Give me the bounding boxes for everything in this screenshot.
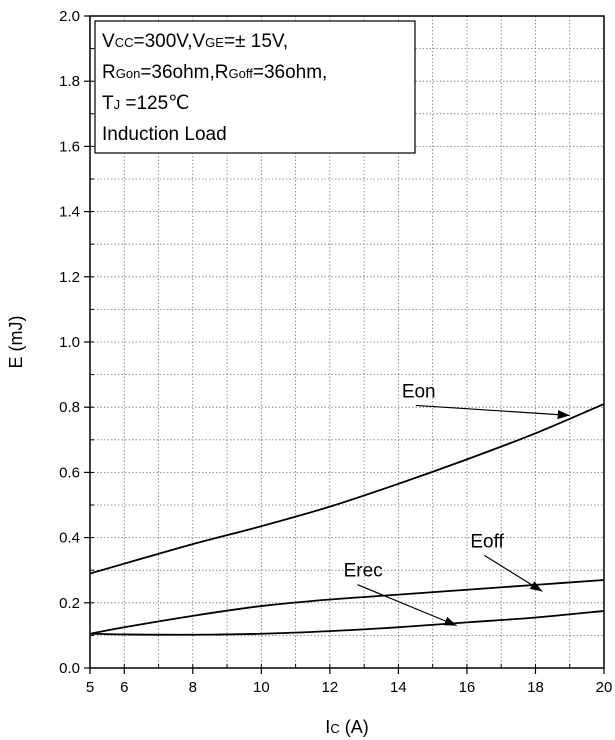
- series-annotations: Eon Eoff Erec: [344, 381, 570, 627]
- series-lines: [89, 403, 605, 636]
- x-tick-label: 16: [459, 679, 476, 696]
- x-tick-label: 20: [596, 679, 613, 696]
- plot-frame: [89, 15, 605, 669]
- x-tick-label: 12: [322, 679, 339, 696]
- condition-line: RGon=36ohm,RGoff=36ohm,: [102, 62, 327, 83]
- y-tick-label: 1.0: [59, 334, 80, 351]
- condition-line: VCC=300V,VGE=± 15V,: [102, 31, 288, 52]
- series-line-erec: [89, 610, 605, 636]
- x-axis-title: IC (A): [325, 717, 368, 737]
- tick-labels: 5 6 8 10 12 14 16 18 20 0.0 0.2 0.4 0.6 0.8 1.0 1.2 1.4 1…: [59, 8, 612, 696]
- x-tick-label: 18: [527, 679, 544, 696]
- annotation-arrow-line: [357, 584, 457, 627]
- y-tick-label: 1.4: [59, 204, 80, 221]
- y-tick-label: 0.2: [59, 595, 80, 612]
- annotation-arrowhead: [557, 410, 570, 420]
- annotation-arrowhead: [443, 616, 457, 626]
- y-tick-label: 0.8: [59, 399, 80, 416]
- x-tick-label: 14: [390, 679, 407, 696]
- annotation-eoff: Eoff: [470, 531, 504, 552]
- condition-line: Induction Load: [102, 124, 227, 145]
- series-line-eoff: [89, 579, 605, 635]
- annotation-arrowhead: [529, 581, 543, 592]
- x-tick-label: 6: [120, 679, 128, 696]
- y-tick-label: 2.0: [59, 8, 80, 25]
- y-tick-label: 0.6: [59, 464, 80, 481]
- y-tick-label: 0.4: [59, 530, 80, 547]
- y-tick-label: 1.8: [59, 73, 80, 90]
- x-tick-label: 5: [86, 679, 94, 696]
- test-conditions-box: VCC=300V,VGE=± 15V, RGon=36ohm,RGoff=36oh…: [94, 20, 416, 154]
- series-line-eon: [89, 403, 605, 575]
- y-axis-title: E (mJ): [6, 316, 26, 369]
- annotation-erec: Erec: [344, 561, 383, 582]
- y-tick-label: 0.0: [59, 660, 80, 677]
- x-tick-label: 10: [253, 679, 270, 696]
- conditions-box-frame: [94, 20, 416, 154]
- annotation-arrow-line: [415, 404, 570, 416]
- x-tick-label: 8: [189, 679, 197, 696]
- y-tick-label: 1.6: [59, 138, 80, 155]
- condition-line: TJ =125℃: [102, 93, 190, 114]
- y-tick-label: 1.2: [59, 269, 80, 286]
- annotation-eon: Eon: [402, 381, 436, 402]
